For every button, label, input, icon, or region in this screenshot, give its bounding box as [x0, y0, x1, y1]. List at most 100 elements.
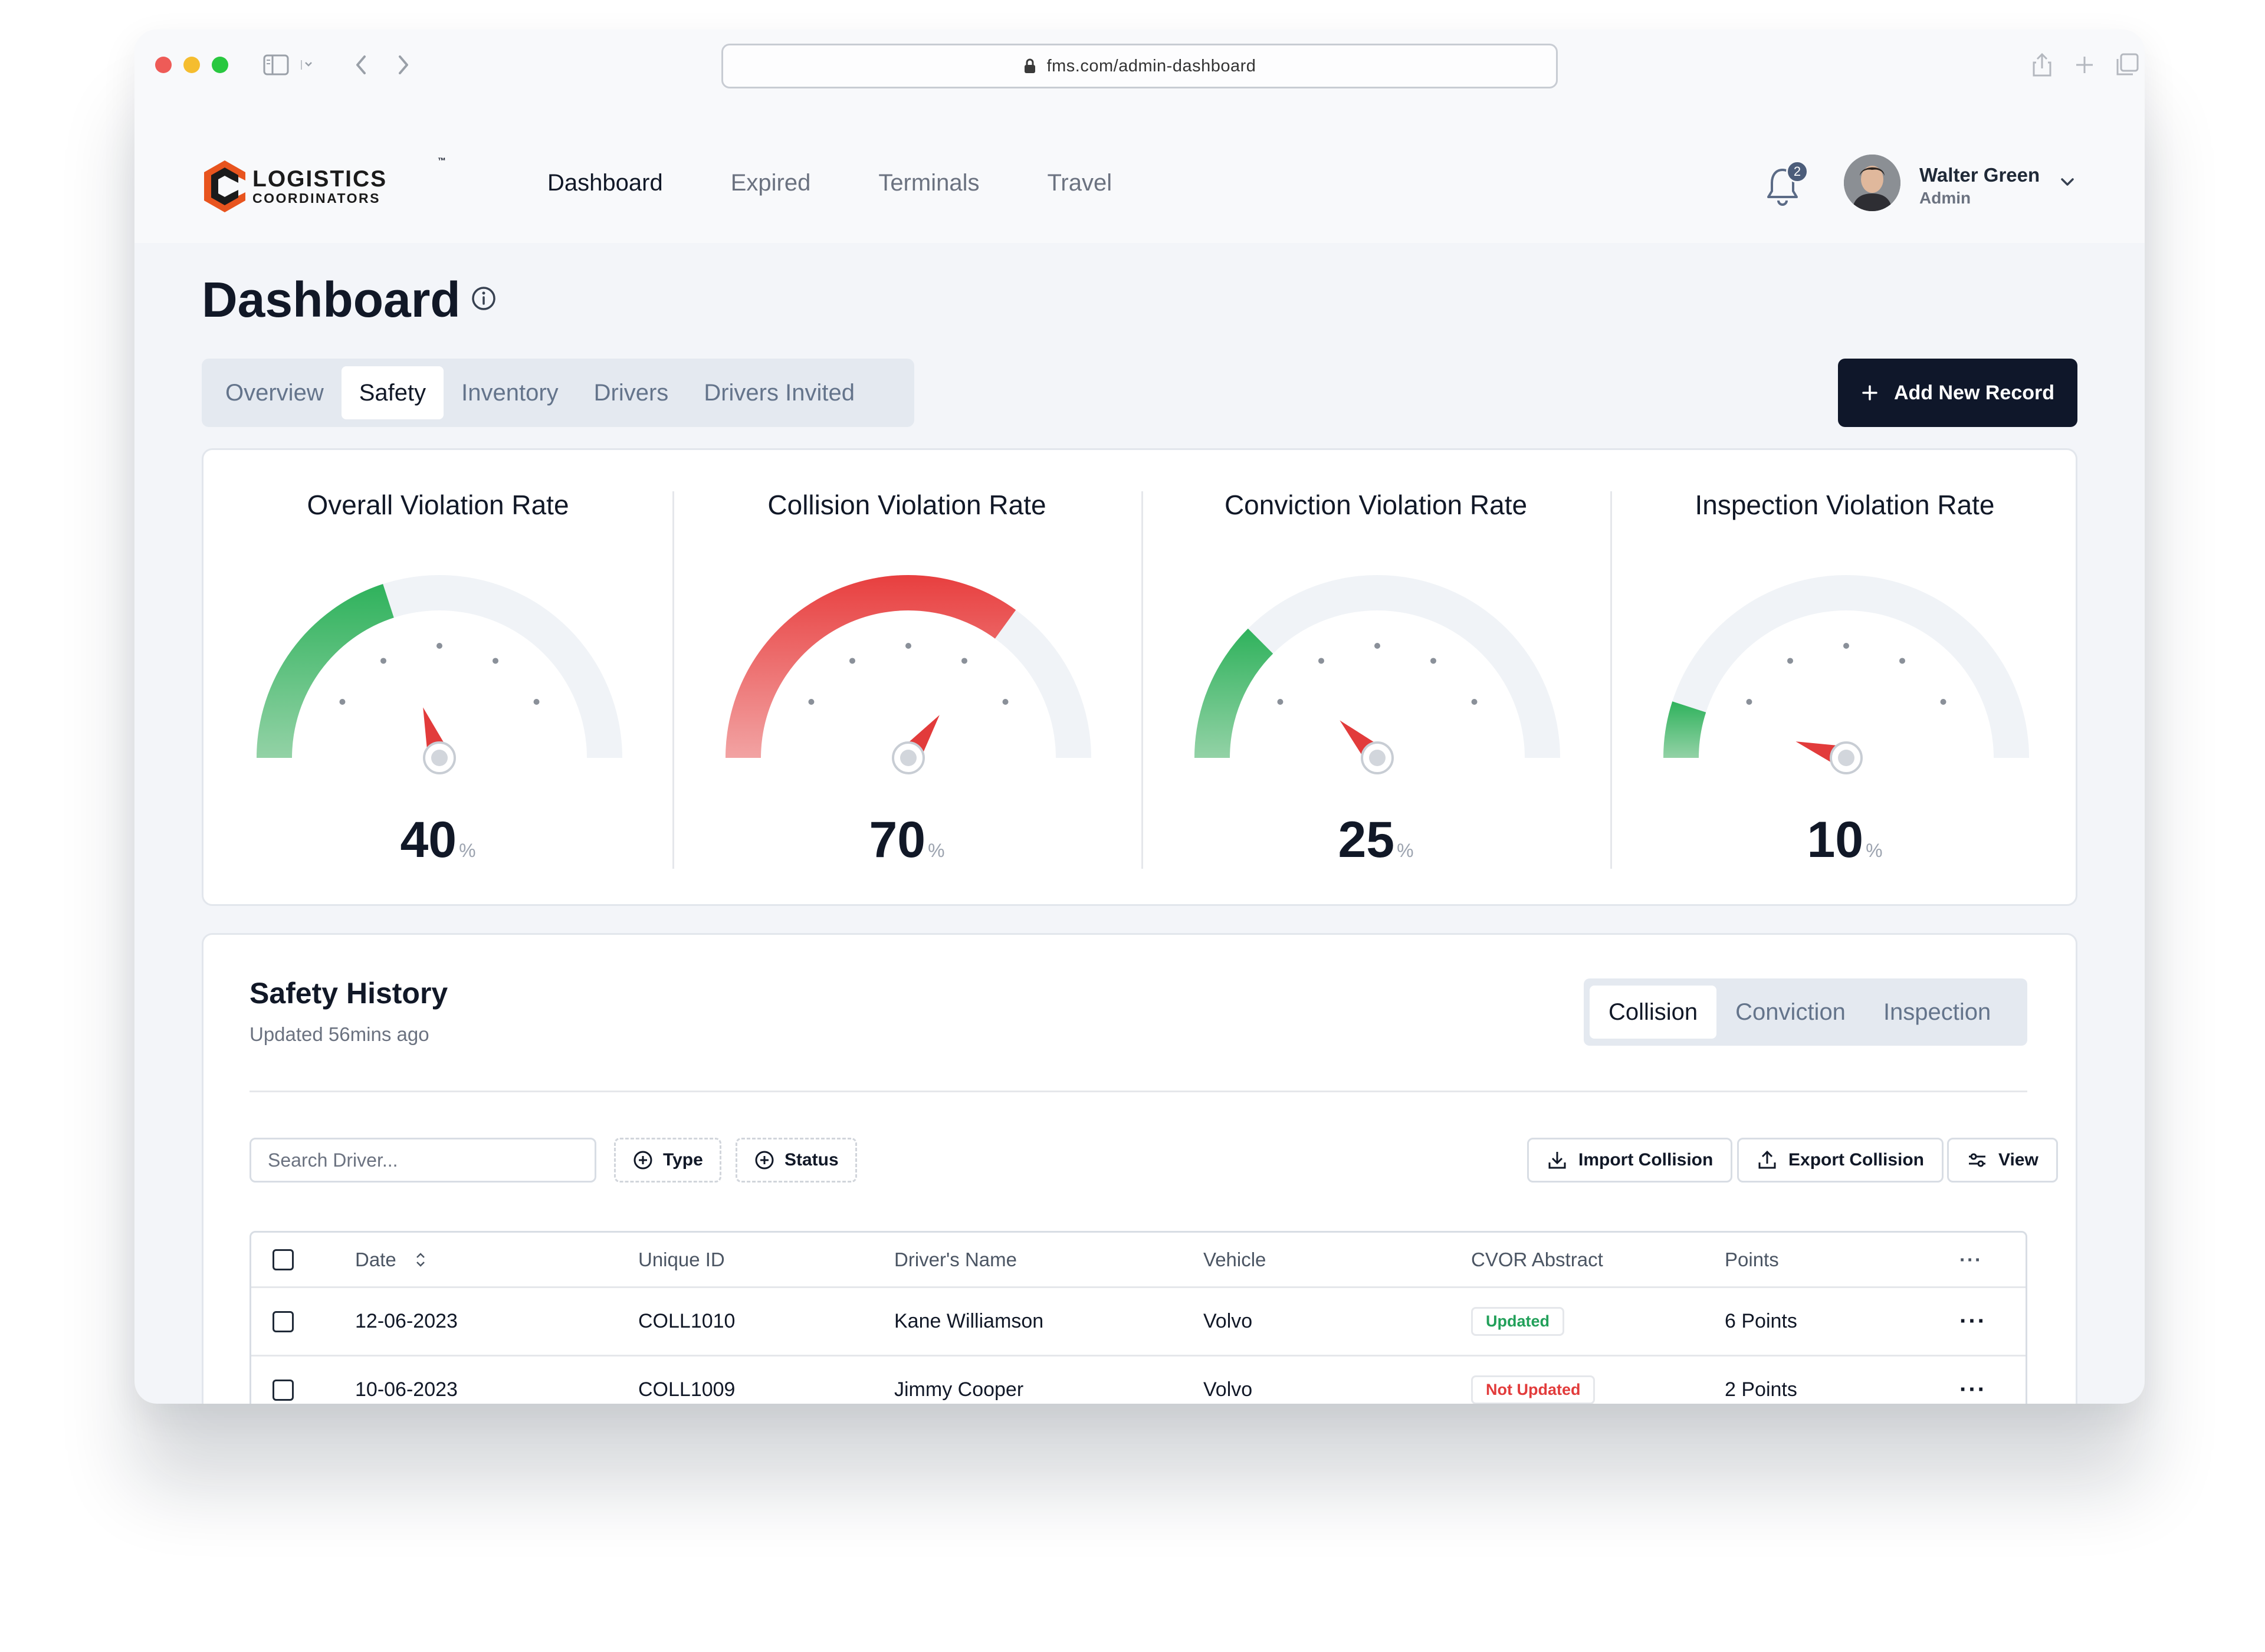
cell-driver-name: Kane Williamson: [894, 1310, 1044, 1332]
main-nav: Dashboard Expired Terminals Travel: [547, 170, 1180, 196]
gauge-conviction: Conviction Violation Rate 25%: [1141, 450, 1610, 908]
status-badge: Not Updated: [1471, 1375, 1596, 1404]
tab-safety[interactable]: Safety: [341, 366, 444, 419]
section-divider: [250, 1091, 2027, 1092]
row-checkbox[interactable]: [273, 1311, 294, 1332]
gauge-tick: [493, 658, 498, 664]
gauge-fill: [1194, 628, 1273, 758]
export-collision-button[interactable]: Export Collision: [1737, 1138, 1944, 1183]
gauge-tick: [1430, 658, 1436, 664]
gauge-title: Overall Violation Rate: [307, 490, 569, 520]
gauge-fill: [257, 584, 394, 758]
upload-icon: [1758, 1150, 1776, 1169]
history-type-switch: Collision Conviction Inspection: [1584, 978, 2027, 1046]
gauge-dial-conviction: [1194, 575, 1560, 774]
violation-rates-card: Overall Violation Rate 40% Collision Vio…: [202, 448, 2077, 906]
search-driver-input[interactable]: [250, 1138, 596, 1183]
sidebar-toggle-icon[interactable]: [262, 51, 290, 79]
gauge-tick: [533, 699, 540, 705]
import-collision-button[interactable]: Import Collision: [1527, 1138, 1733, 1183]
nav-item-travel[interactable]: Travel: [1047, 170, 1112, 196]
tab-overview-icon[interactable]: [2113, 51, 2141, 79]
plus-icon: [1862, 385, 1877, 400]
gauge-tick: [849, 658, 855, 664]
brand-logo[interactable]: LOGISTICS COORDINATORS ™: [202, 156, 446, 214]
tab-inventory[interactable]: Inventory: [461, 379, 559, 406]
close-window-button[interactable]: [155, 57, 172, 73]
gauge-tick: [339, 699, 346, 705]
export-collision-label: Export Collision: [1788, 1150, 1925, 1170]
gauge-title: Inspection Violation Rate: [1695, 490, 1995, 520]
select-all-checkbox[interactable]: [273, 1249, 294, 1270]
segment-collision[interactable]: Collision: [1590, 986, 1717, 1039]
back-icon[interactable]: [349, 51, 373, 79]
tab-overview[interactable]: Overview: [225, 379, 324, 406]
cell-date: 10-06-2023: [355, 1378, 458, 1401]
browser-window: fms.com/admin-dashboard LOGISTICS COORDI…: [134, 29, 2145, 1404]
add-new-record-button[interactable]: Add New Record: [1838, 359, 2077, 427]
row-checkbox[interactable]: [273, 1379, 294, 1401]
gauge-tick: [1318, 658, 1324, 664]
status-filter-button[interactable]: Status: [736, 1138, 857, 1183]
gauge-value-number: 10: [1807, 812, 1864, 868]
cell-unique-id: COLL1009: [638, 1378, 736, 1401]
address-bar[interactable]: fms.com/admin-dashboard: [721, 44, 1558, 88]
gauge-value-unit: %: [1397, 840, 1414, 861]
row-select-cell: [273, 1357, 294, 1404]
table-row[interactable]: 12-06-2023 COLL1010 Kane Williamson Volv…: [251, 1288, 2026, 1357]
type-filter-label: Type: [663, 1150, 703, 1170]
segment-inspection[interactable]: Inspection: [1883, 999, 1991, 1025]
tab-drivers-invited[interactable]: Drivers Invited: [704, 379, 855, 406]
view-options-label: View: [1998, 1150, 2038, 1170]
brand-line-2: COORDINATORS: [252, 191, 380, 206]
gauge-tick: [1374, 643, 1380, 649]
cell-unique-id: COLL1010: [638, 1310, 736, 1332]
gauge-inspection: Inspection Violation Rate 10%: [1610, 450, 2079, 908]
gauge-tick: [1940, 699, 1946, 705]
column-date-label: Date: [355, 1248, 396, 1270]
sliders-icon: [1969, 1153, 1985, 1167]
row-more-icon[interactable]: ···: [1959, 1308, 1987, 1334]
user-menu-chevron-icon[interactable]: [2059, 175, 2076, 189]
chevron-down-icon[interactable]: [300, 59, 314, 71]
nav-item-terminals[interactable]: Terminals: [878, 170, 980, 196]
user-name[interactable]: Walter Green: [1919, 164, 2040, 186]
forward-icon[interactable]: [392, 51, 415, 79]
segment-conviction[interactable]: Conviction: [1735, 999, 1846, 1025]
dashboard-tabs: Overview Safety Inventory Drivers Driver…: [202, 359, 914, 427]
view-options-button[interactable]: View: [1947, 1138, 2058, 1183]
gauge-tick: [1746, 699, 1752, 705]
select-all-cell: [273, 1233, 294, 1286]
user-avatar[interactable]: [1844, 155, 1900, 211]
nav-item-expired[interactable]: Expired: [730, 170, 811, 196]
gauge-title: Collision Violation Rate: [767, 490, 1046, 520]
gauge-value-unit: %: [928, 840, 945, 861]
zoom-window-button[interactable]: [212, 57, 228, 73]
row-more-icon[interactable]: ···: [1959, 1377, 1987, 1403]
column-date[interactable]: Date: [355, 1233, 427, 1286]
header-more-icon[interactable]: ···: [1959, 1248, 1982, 1270]
gauge-track: [1663, 575, 2029, 758]
url-text: fms.com/admin-dashboard: [1046, 56, 1256, 75]
gauge-value: 70%: [672, 811, 1141, 869]
tab-drivers[interactable]: Drivers: [593, 379, 669, 406]
brand-line-1: LOGISTICS: [252, 166, 388, 192]
minimize-window-button[interactable]: [183, 57, 200, 73]
share-icon[interactable]: [2029, 51, 2055, 79]
gauge-tick: [380, 658, 386, 664]
gauge-dial-collision: [726, 575, 1091, 774]
cell-cvor: Not Updated: [1471, 1357, 1596, 1404]
table-row[interactable]: 10-06-2023 COLL1009 Jimmy Cooper Volvo N…: [251, 1357, 2026, 1404]
type-filter-button[interactable]: Type: [614, 1138, 721, 1183]
safety-history-card: Safety History Updated 56mins ago Collis…: [202, 933, 2077, 1404]
gauge-value-number: 25: [1338, 812, 1395, 868]
new-tab-icon[interactable]: [2072, 51, 2097, 79]
gauge-tick: [436, 643, 442, 649]
info-icon[interactable]: [470, 284, 498, 313]
gauge-track: [1194, 575, 1560, 758]
nav-item-dashboard[interactable]: Dashboard: [547, 170, 663, 196]
notification-count-badge: 2: [1786, 160, 1808, 183]
gauge-value-number: 70: [869, 812, 926, 868]
cell-points: 2 Points: [1725, 1378, 1797, 1401]
status-filter-label: Status: [784, 1150, 839, 1170]
